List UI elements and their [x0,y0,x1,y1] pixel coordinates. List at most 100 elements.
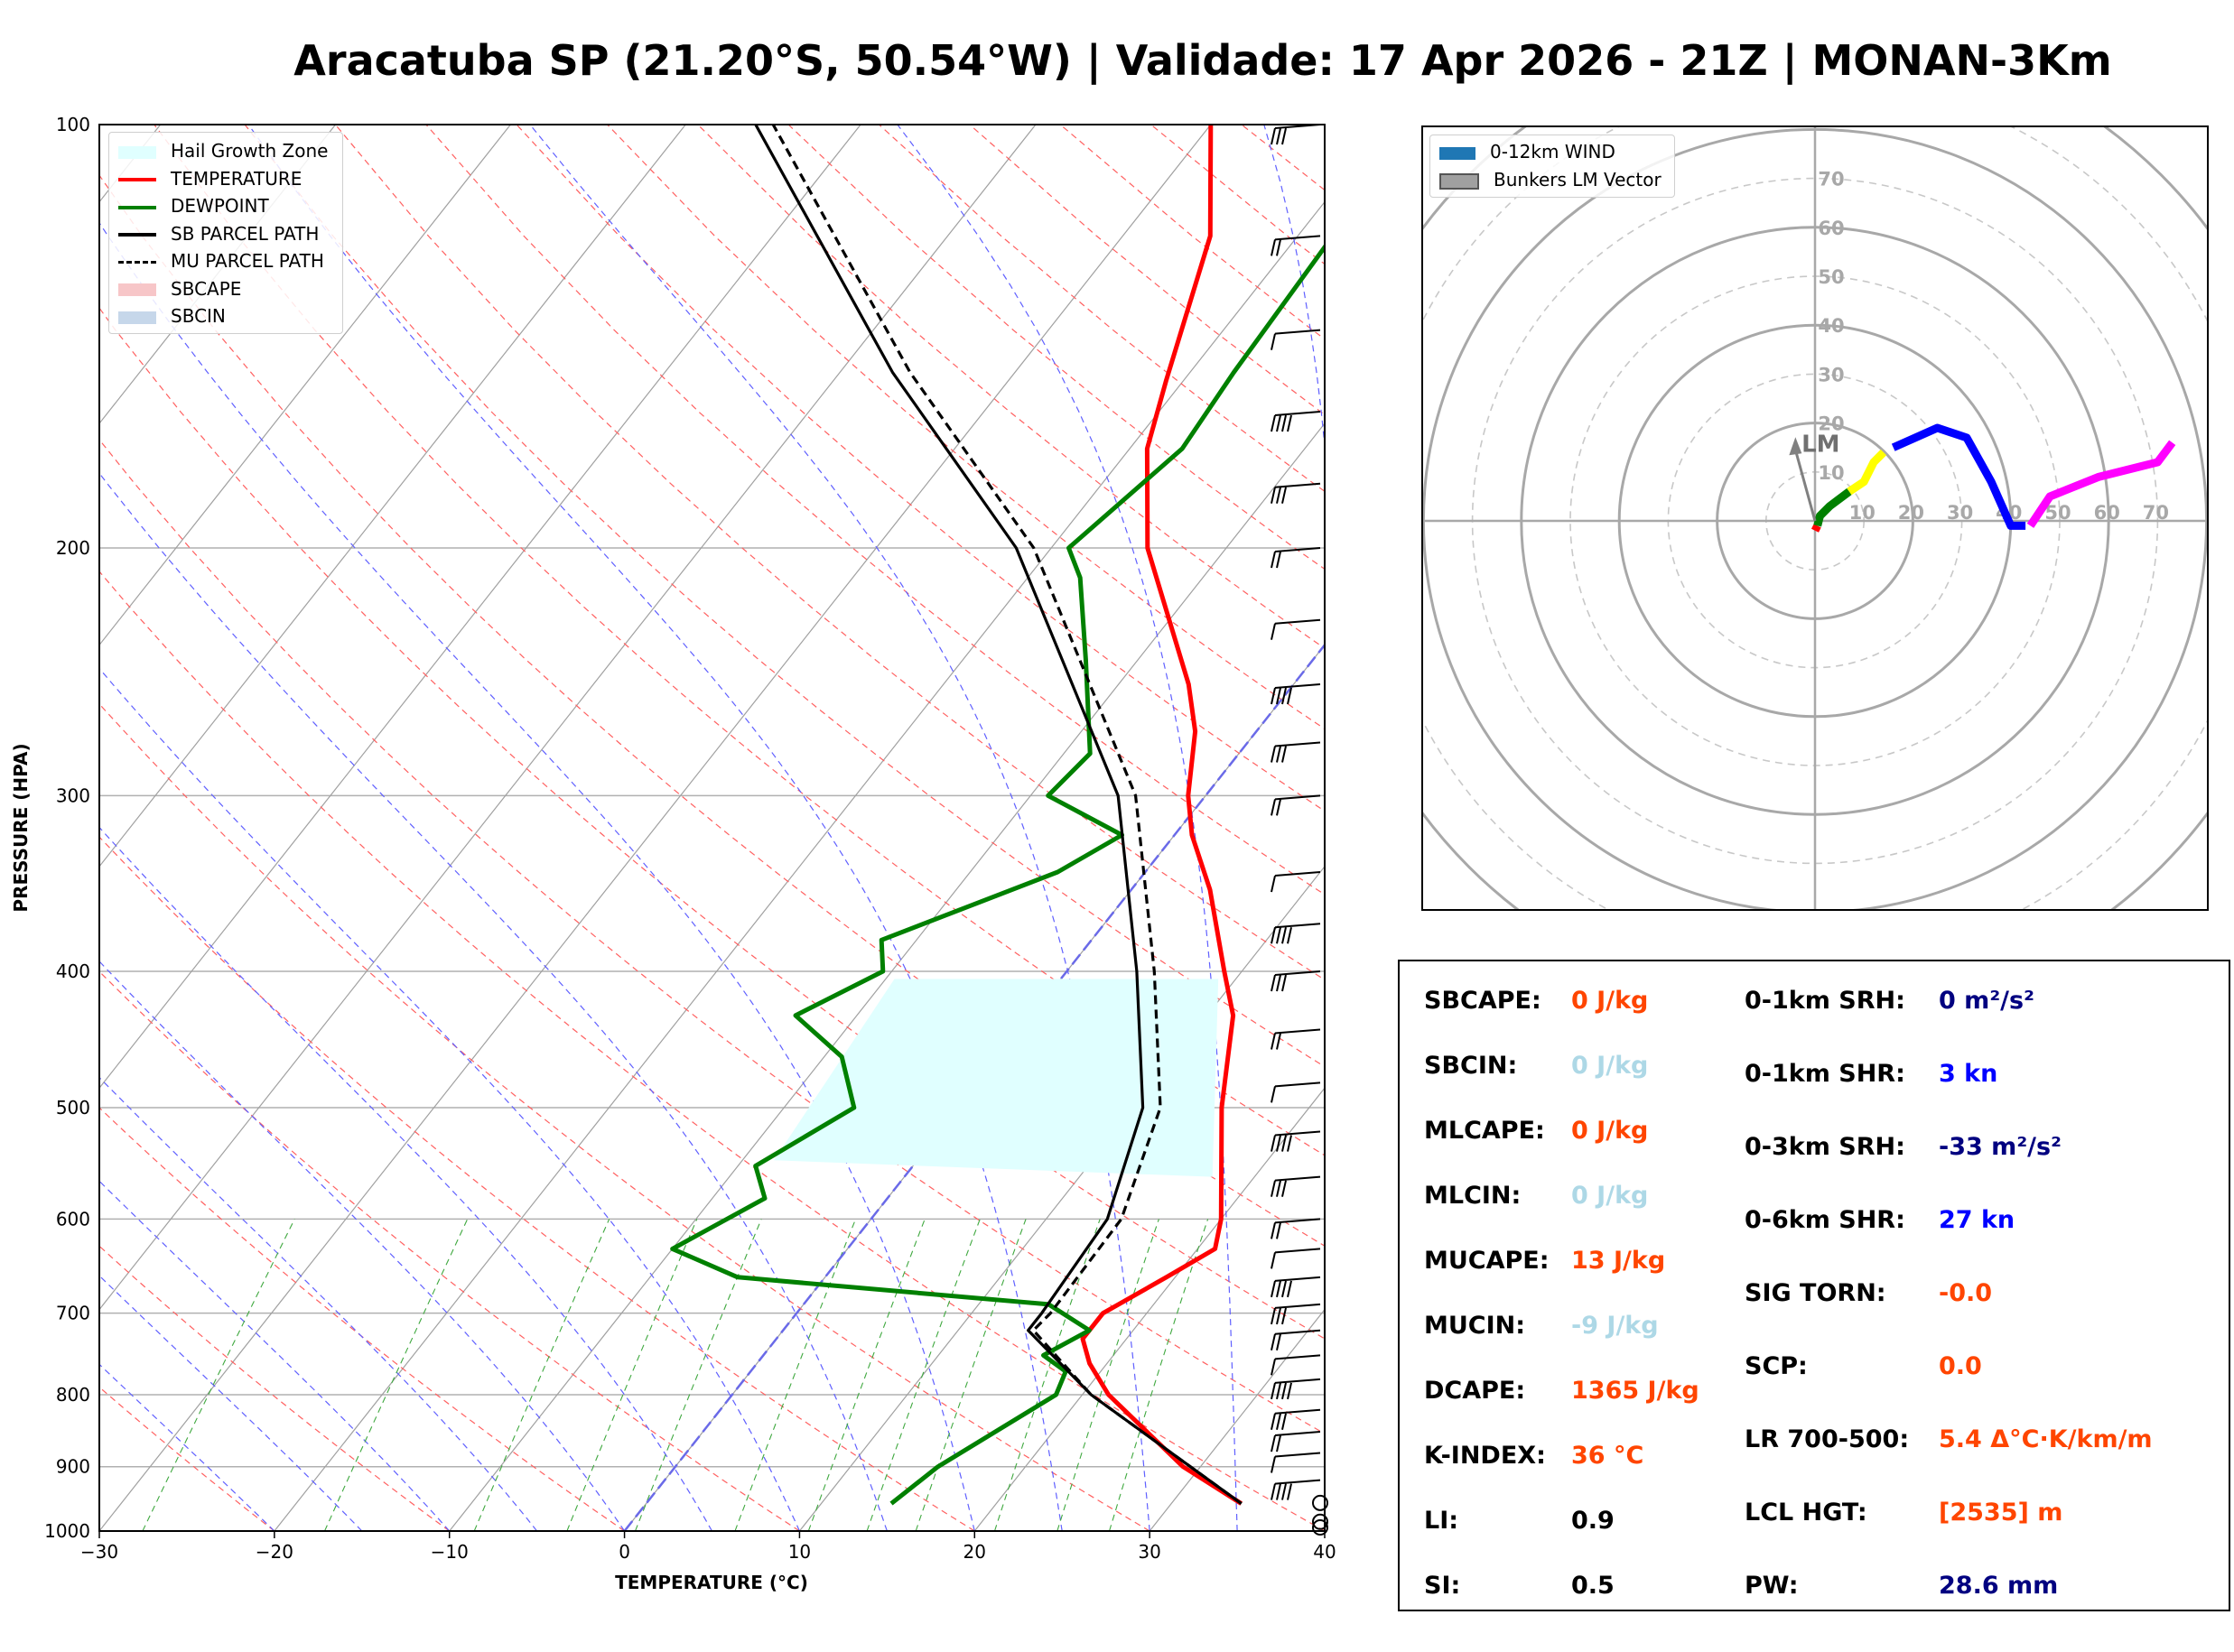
param-value: 1365 J/kg [1571,1377,1699,1405]
legend-swatch [1439,146,1475,160]
param-value: -0.0 [1939,1279,1993,1307]
legend-label: DEWPOINT [171,195,269,217]
wind-barb-feather [1281,1280,1287,1298]
param-value: 13 J/kg [1571,1247,1666,1275]
wind-barb [1274,329,1321,335]
wind-barb-feather [1271,1359,1276,1376]
wind-barb [1274,794,1321,801]
wind-barb-feather [1281,746,1287,763]
wind-barb-feather [1287,927,1292,944]
wind-barb-feather [1287,1280,1292,1298]
legend-label: SB PARCEL PATH [171,222,320,245]
moist-adiabat [99,826,713,1531]
param-value: 3 kn [1939,1060,1998,1088]
wind-barb-feather [1276,1280,1281,1298]
dry-adiabat [99,1245,451,1531]
moist-adiabat [99,1275,363,1531]
legend-swatch [118,145,156,159]
param-label: SBCIN: [1424,1052,1518,1080]
param-value: 28.6 mm [1939,1572,2059,1600]
pressure-tick-label: 600 [56,1208,90,1230]
mixing-ratio-line [1056,1219,1159,1531]
wind-barb-feather [1276,239,1281,256]
wind-barb-feather [1276,1434,1281,1452]
wind-barb-feather [1276,414,1281,432]
moist-adiabat [99,472,888,1531]
isotherm-line [449,422,1325,1531]
calm-wind-marker [1312,1519,1328,1536]
isotherm-line [99,125,511,646]
skewt-legend-item: SBCIN [118,305,226,327]
wind-barb [1274,1452,1321,1458]
wind-barb-feather [1271,414,1276,432]
param-label: SBCAPE: [1424,987,1541,1015]
wind-barb-feather [1276,1483,1281,1500]
hodograph-legend: 0-12km WIND Bunkers LM Vector [1429,135,1675,198]
skewt-legend-item: DEWPOINT [118,195,269,217]
wind-barb-feather [1281,1135,1287,1152]
wind-barb-feather [1276,1180,1281,1197]
dry-adiabat [99,836,975,1531]
param-label: MUCIN: [1424,1312,1526,1340]
wind-barb [1274,411,1321,417]
parameters-panel: SBCAPE: 0 J/kg SBCIN: 0 J/kg MLCAPE: 0 J/kg ML… [1398,960,2230,1611]
temp-tick-label: 40 [1313,1541,1336,1563]
wind-barb-feather [1281,414,1287,432]
wind-barb-feather [1287,687,1292,705]
wind-barb-feather [1271,799,1276,816]
param-label: 0-3km SRH: [1745,1133,1905,1161]
param-label: LCL HGT: [1745,1499,1867,1527]
title-text: Aracatuba SP (21.20°S, 50.54°W) | Valida… [293,36,2112,85]
wind-barb-feather [1287,1135,1292,1152]
moist-adiabat [99,221,975,1531]
page-title: Aracatuba SP (21.20°S, 50.54°W) | Valida… [0,36,2234,85]
wind-barb-feather [1271,746,1276,763]
hodograph-legend-item: 0-12km WIND [1439,141,1615,162]
param-label: 0-1km SHR: [1745,1060,1905,1088]
wind-barb-feather [1276,1413,1281,1430]
wind-barb-feather [1276,799,1281,816]
legend-label: SBCAPE [171,277,242,300]
wind-barb-feather [1271,1483,1276,1500]
isotherm-line [274,200,1325,1531]
wind-barb [1274,970,1321,977]
pressure-tick-label: 700 [56,1303,90,1324]
wind-barb-feather [1271,1086,1276,1103]
param-label: SIG TORN: [1745,1279,1886,1307]
calm-wind-marker [1312,1513,1328,1530]
temp-tick-label: 30 [1138,1541,1160,1563]
wind-barb [1274,1378,1321,1384]
dry-adiabat [99,1386,275,1531]
wind-barb-feather [1271,551,1276,569]
skewt-legend-item: MU PARCEL PATH [118,250,324,272]
wind-barb [1274,1028,1321,1035]
wind-barb-feather [1276,687,1281,705]
wind-barb-feather [1276,127,1281,145]
wind-barb-feather [1271,333,1276,350]
temp-tick-label: 10 [788,1541,811,1563]
legend-swatch [118,205,156,209]
param-label: DCAPE: [1424,1377,1526,1405]
wind-barb [1274,1329,1321,1335]
mixing-ratio-line [473,1219,610,1531]
wind-barb-feather [1271,1413,1276,1430]
calm-wind-marker [1312,1494,1328,1511]
param-value: 27 kn [1939,1206,2015,1234]
isotherm-line [99,125,861,1090]
sb-parcel-path-line [754,125,1243,1505]
moist-adiabat [897,125,1238,1531]
wind-barb-feather [1281,687,1287,705]
moist-adiabat [99,961,626,1531]
mixing-ratio-line [993,1219,1101,1531]
hail-growth-zone [774,979,1219,1177]
wind-barb-feather [1271,1434,1276,1452]
skewt-legend-item: Hail Growth Zone [118,140,328,162]
wind-barb-feather [1271,1456,1276,1473]
wind-barb-feather [1281,1483,1287,1500]
wind-barb-feather [1271,1222,1276,1239]
wind-barb [1274,1354,1321,1360]
param-value: 5.4 Δ°C·K/km/m [1939,1425,2153,1453]
temp-tick-label: −10 [431,1541,469,1563]
skewt-legend-item: TEMPERATURE [118,168,302,190]
